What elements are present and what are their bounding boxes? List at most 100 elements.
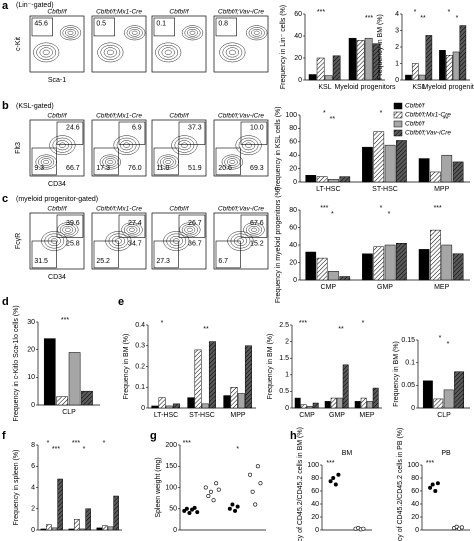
gate (56, 214, 84, 238)
gate-percent: 6.7 (218, 258, 228, 265)
contour (123, 142, 131, 148)
contour (126, 27, 143, 39)
y-tick-label: 20 (27, 347, 35, 354)
bar (348, 37, 357, 81)
contour (165, 159, 172, 165)
plot-title: Cbfbf/f (47, 113, 67, 120)
gate-percent: 45.6 (34, 21, 48, 28)
plot-title: Cbfbf/f;Vav-iCre (218, 113, 264, 120)
contour (226, 158, 238, 166)
contour (62, 225, 74, 234)
contour (164, 49, 172, 56)
contour (97, 42, 124, 63)
y-tick-label: 0.1 (405, 360, 415, 367)
y-tick-label: 60 (411, 488, 419, 495)
bar (208, 341, 216, 409)
gate (118, 214, 146, 238)
bar (96, 527, 103, 531)
bar (366, 401, 373, 409)
y-tick-label: 20 (289, 259, 297, 266)
panel-label: e (118, 296, 124, 308)
bar (422, 380, 433, 409)
x-tick-label: ST-HSC (372, 186, 398, 193)
contour (58, 142, 66, 148)
y-tick-label: 40 (311, 501, 319, 508)
bar (372, 43, 381, 81)
y-tick-label: 80 (411, 475, 419, 482)
gate-percent: 39.6 (66, 220, 80, 227)
bar (201, 403, 209, 409)
gate (215, 147, 241, 176)
significance: *** (434, 205, 442, 212)
significance: *** (72, 440, 80, 447)
bar (418, 158, 430, 183)
bar (439, 50, 446, 81)
y-tick-label: 100 (285, 112, 297, 119)
contour (42, 49, 50, 56)
bar (454, 371, 465, 409)
gate-percent: 20.6 (218, 165, 232, 172)
significance: * (439, 335, 442, 342)
data-point (250, 489, 255, 494)
y-tick-label: 80 (311, 475, 319, 482)
contour (229, 159, 236, 165)
bar (405, 74, 412, 81)
x-tick-label: ST-HSC (189, 412, 215, 419)
contour (171, 135, 198, 156)
bar (339, 176, 351, 183)
y-tick-label: 2.5 (279, 322, 289, 329)
x-tick-label: CMP (299, 412, 315, 419)
y-axis-label: Frequency in myeloid progenitors (%) (275, 187, 282, 303)
bar (40, 528, 47, 531)
contour (235, 135, 262, 156)
plot-title: Cbfbf/f;Vav-iCre (218, 9, 264, 16)
flow-frame (151, 15, 207, 73)
contour (59, 224, 76, 236)
y-tick-label: 2 (395, 44, 399, 51)
contour (104, 158, 116, 166)
y-tick-label: 80 (289, 125, 297, 132)
flow-y-label: FcγR (15, 233, 22, 249)
y-tick-label: 1.5 (279, 355, 289, 362)
y-tick-label: 0.5 (279, 388, 289, 395)
gate-percent: 36.7 (188, 241, 202, 248)
gate-percent: 25.8 (66, 241, 80, 248)
y-tick-label: 20 (411, 514, 419, 521)
y-tick-label: 30 (27, 319, 35, 326)
x-tick-label: KSL (318, 84, 331, 91)
bar (452, 161, 464, 183)
gate (93, 147, 119, 176)
gate-percent: 31.5 (34, 258, 48, 265)
flow-frame (29, 15, 85, 73)
flow-frame (213, 15, 269, 73)
bar (74, 519, 80, 531)
contour (62, 27, 79, 39)
chart-title: PB (441, 450, 451, 457)
contour (238, 137, 259, 153)
significance: * (456, 15, 459, 22)
gate-percent: 69.3 (250, 165, 264, 172)
plot-title: Cbfbf/f;Mx1-Cre (96, 9, 142, 16)
gate-percent: 76.0 (128, 165, 142, 172)
y-tick-label: 60 (289, 139, 297, 146)
bar (172, 403, 180, 409)
y-tick-label: 40 (289, 152, 297, 159)
bar (418, 249, 430, 281)
data-point (255, 464, 260, 469)
contour (174, 137, 195, 153)
gate-percent: 11.0 (156, 165, 169, 172)
bar (56, 396, 69, 406)
legend-swatch (393, 120, 403, 128)
y-tick-label: 2 (285, 338, 289, 345)
significance: * (331, 211, 334, 218)
bar (237, 393, 245, 409)
y-tick-label: 20 (311, 514, 319, 521)
y-tick-label: 0 (293, 277, 297, 284)
gate (240, 121, 268, 145)
bar (396, 243, 407, 281)
significance: *** (320, 205, 328, 212)
y-axis-label: Frequency in KSL cells (%) (275, 106, 282, 190)
contour (189, 30, 196, 35)
legend-swatch (393, 111, 403, 119)
y-axis-label: Spleen weight (mg) (155, 457, 162, 517)
